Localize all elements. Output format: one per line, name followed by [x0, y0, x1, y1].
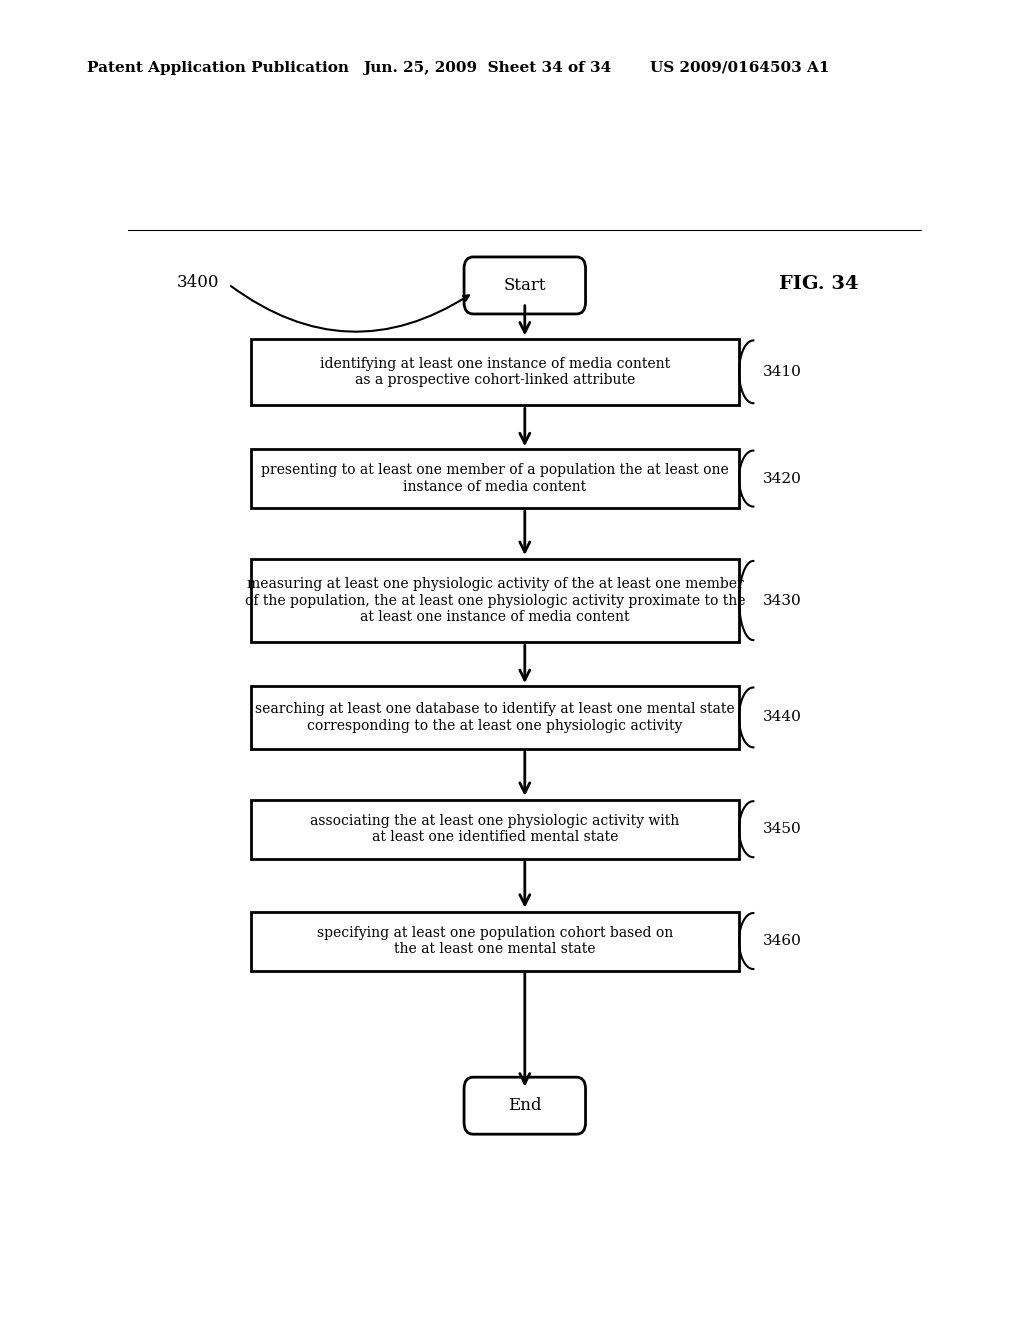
FancyBboxPatch shape: [464, 1077, 586, 1134]
Text: End: End: [508, 1097, 542, 1114]
Text: 3400: 3400: [177, 275, 219, 290]
Bar: [251, 449, 739, 508]
Bar: [251, 686, 739, 748]
Text: Start: Start: [504, 277, 546, 294]
Bar: [251, 912, 739, 970]
Text: US 2009/0164503 A1: US 2009/0164503 A1: [650, 61, 829, 75]
Text: 3430: 3430: [763, 594, 802, 607]
Text: presenting to at least one member of a population the at least one
instance of m: presenting to at least one member of a p…: [261, 463, 729, 494]
Text: associating the at least one physiologic activity with
at least one identified m: associating the at least one physiologic…: [310, 814, 680, 845]
Text: identifying at least one instance of media content
as a prospective cohort-linke: identifying at least one instance of med…: [319, 356, 670, 387]
Text: Patent Application Publication: Patent Application Publication: [87, 61, 349, 75]
Bar: [251, 558, 739, 643]
Text: 3420: 3420: [763, 471, 802, 486]
Text: 3440: 3440: [763, 710, 802, 725]
Text: FIG. 34: FIG. 34: [778, 276, 858, 293]
Bar: [251, 339, 739, 405]
Text: 3410: 3410: [763, 364, 802, 379]
Text: searching at least one database to identify at least one mental state
correspond: searching at least one database to ident…: [255, 702, 735, 733]
Text: 3460: 3460: [763, 935, 802, 948]
Text: Jun. 25, 2009  Sheet 34 of 34: Jun. 25, 2009 Sheet 34 of 34: [364, 61, 611, 75]
Text: specifying at least one population cohort based on
the at least one mental state: specifying at least one population cohor…: [316, 925, 673, 956]
Text: measuring at least one physiologic activity of the at least one member
of the po: measuring at least one physiologic activ…: [245, 577, 745, 624]
Text: 3450: 3450: [763, 822, 802, 837]
Bar: [251, 800, 739, 859]
FancyBboxPatch shape: [464, 257, 586, 314]
